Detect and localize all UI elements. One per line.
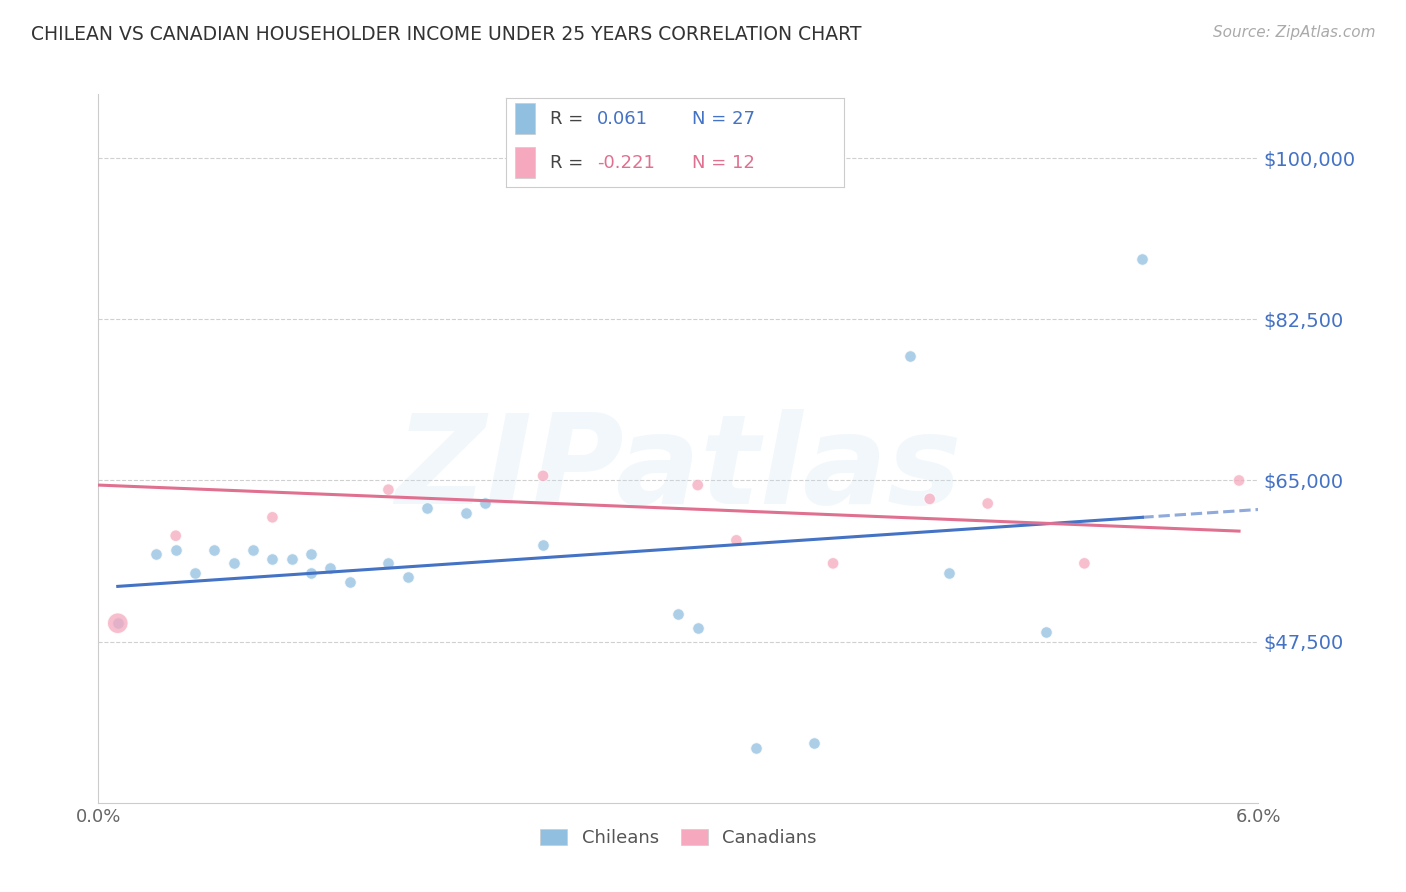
Point bbox=[416, 501, 439, 516]
Point bbox=[1227, 474, 1250, 488]
Point bbox=[1073, 557, 1095, 571]
Point bbox=[262, 510, 284, 524]
Point bbox=[474, 496, 496, 510]
Point bbox=[918, 491, 941, 506]
Text: 0.061: 0.061 bbox=[598, 110, 648, 128]
Point bbox=[977, 496, 1000, 510]
Point bbox=[531, 468, 554, 483]
Point bbox=[319, 561, 342, 575]
Point bbox=[299, 566, 322, 580]
Point bbox=[339, 574, 361, 589]
Point bbox=[668, 607, 690, 621]
Point bbox=[262, 551, 284, 566]
Point bbox=[377, 483, 399, 497]
Text: N = 12: N = 12 bbox=[692, 154, 755, 172]
Point bbox=[184, 566, 207, 580]
Point bbox=[396, 570, 419, 584]
Point bbox=[938, 566, 960, 580]
Point bbox=[281, 551, 304, 566]
Point bbox=[242, 542, 264, 557]
Point bbox=[222, 557, 245, 571]
Text: CHILEAN VS CANADIAN HOUSEHOLDER INCOME UNDER 25 YEARS CORRELATION CHART: CHILEAN VS CANADIAN HOUSEHOLDER INCOME U… bbox=[31, 25, 862, 44]
Point bbox=[725, 533, 748, 548]
Point bbox=[1132, 252, 1154, 267]
Point bbox=[531, 538, 554, 552]
Point bbox=[204, 542, 226, 557]
Bar bbox=[515, 103, 534, 134]
Point bbox=[377, 557, 399, 571]
Point bbox=[454, 506, 477, 520]
Text: R =: R = bbox=[550, 154, 589, 172]
Point bbox=[803, 736, 825, 750]
Bar bbox=[515, 147, 534, 178]
Text: N = 27: N = 27 bbox=[692, 110, 755, 128]
Point bbox=[107, 616, 129, 631]
Point bbox=[686, 621, 709, 635]
Point bbox=[165, 542, 187, 557]
Point bbox=[145, 547, 167, 561]
Point bbox=[686, 478, 709, 492]
Point bbox=[107, 616, 129, 631]
Point bbox=[821, 557, 844, 571]
Point bbox=[1035, 625, 1057, 640]
Text: -0.221: -0.221 bbox=[598, 154, 655, 172]
Legend: Chileans, Canadians: Chileans, Canadians bbox=[533, 822, 824, 854]
Text: ZIPatlas: ZIPatlas bbox=[395, 409, 962, 530]
Text: Source: ZipAtlas.com: Source: ZipAtlas.com bbox=[1212, 25, 1375, 40]
Point bbox=[165, 529, 187, 543]
Text: R =: R = bbox=[550, 110, 589, 128]
Point bbox=[900, 349, 922, 363]
Point bbox=[745, 740, 768, 755]
Point bbox=[299, 547, 322, 561]
